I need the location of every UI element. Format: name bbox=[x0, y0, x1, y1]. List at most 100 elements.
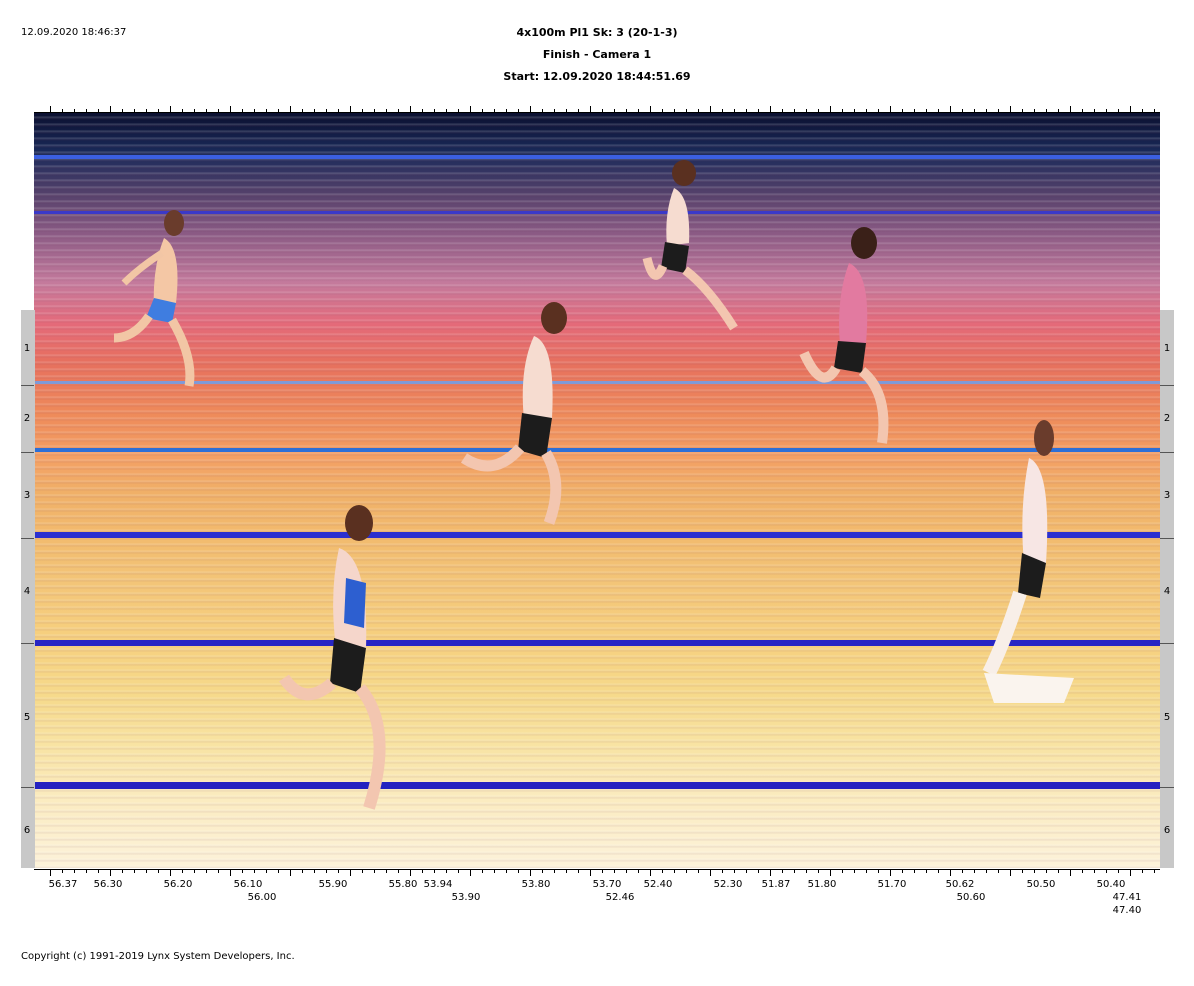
axis-tick bbox=[782, 869, 783, 873]
ruler-tick bbox=[434, 109, 435, 113]
ruler-tick bbox=[674, 109, 675, 113]
ruler-tick bbox=[494, 109, 495, 113]
axis-tick bbox=[386, 869, 387, 873]
axis-tick bbox=[326, 869, 327, 873]
axis-tick bbox=[146, 869, 147, 873]
ruler-tick bbox=[938, 109, 939, 113]
lane-line bbox=[34, 532, 1160, 538]
ruler-tick bbox=[1142, 109, 1143, 113]
ruler-tick bbox=[866, 109, 867, 113]
lane-line bbox=[34, 211, 1160, 214]
lane-number-right: 4 bbox=[1163, 586, 1171, 597]
axis-tick bbox=[482, 869, 483, 873]
time-tick-label: 52.46 bbox=[605, 892, 635, 903]
time-tick-label: 53.94 bbox=[423, 879, 453, 890]
axis-tick bbox=[758, 869, 759, 873]
ruler-tick bbox=[290, 106, 291, 113]
ruler-tick bbox=[830, 106, 831, 113]
photo-finish-image bbox=[34, 113, 1160, 868]
ruler-tick bbox=[794, 109, 795, 113]
ruler-tick bbox=[182, 109, 183, 113]
runner-silhouette bbox=[113, 210, 195, 387]
time-tick-label: 50.40 bbox=[1096, 879, 1126, 890]
ruler-tick bbox=[1094, 109, 1095, 113]
runner-silhouette bbox=[279, 505, 386, 810]
axis-tick bbox=[650, 869, 651, 876]
lane-number-right: 2 bbox=[1163, 413, 1171, 424]
ruler-tick bbox=[218, 109, 219, 113]
axis-tick bbox=[878, 869, 879, 873]
lane-number-left: 3 bbox=[23, 490, 31, 501]
axis-tick bbox=[1010, 869, 1011, 876]
ruler-tick bbox=[254, 109, 255, 113]
ruler-tick bbox=[1106, 109, 1107, 113]
axis-tick bbox=[1046, 869, 1047, 873]
ruler-tick bbox=[974, 109, 975, 113]
axis-tick bbox=[302, 869, 303, 873]
ruler-tick bbox=[890, 106, 891, 113]
ruler-tick bbox=[758, 109, 759, 113]
lane-number-left: 5 bbox=[23, 712, 31, 723]
ruler-tick bbox=[566, 109, 567, 113]
ruler-tick bbox=[206, 109, 207, 113]
lane-divider bbox=[21, 538, 34, 539]
ruler-tick bbox=[470, 106, 471, 113]
axis-tick bbox=[506, 869, 507, 873]
time-tick-label: 53.90 bbox=[451, 892, 481, 903]
time-tick-label: 51.70 bbox=[877, 879, 907, 890]
ruler-tick bbox=[350, 106, 351, 113]
ruler-tick bbox=[374, 109, 375, 113]
axis-tick bbox=[1022, 869, 1023, 873]
time-tick-label: 51.80 bbox=[807, 879, 837, 890]
axis-tick bbox=[830, 869, 831, 876]
time-tick-label: 50.60 bbox=[956, 892, 986, 903]
axis-tick bbox=[1034, 869, 1035, 873]
time-tick-label: 55.80 bbox=[388, 879, 418, 890]
time-tick-label: 53.80 bbox=[521, 879, 551, 890]
runner-silhouette bbox=[799, 227, 889, 444]
axis-tick bbox=[494, 869, 495, 873]
time-tick-label: 55.90 bbox=[318, 879, 348, 890]
ruler-tick bbox=[482, 109, 483, 113]
ruler-tick bbox=[122, 109, 123, 113]
ruler-tick bbox=[818, 109, 819, 113]
axis-tick bbox=[422, 869, 423, 873]
axis-tick bbox=[962, 869, 963, 873]
axis-tick bbox=[590, 869, 591, 876]
ruler-tick bbox=[266, 109, 267, 113]
time-tick-label: 53.70 bbox=[592, 879, 622, 890]
axis-tick bbox=[626, 869, 627, 873]
lane-divider bbox=[1160, 787, 1174, 788]
lane-divider bbox=[21, 452, 34, 453]
ruler-tick bbox=[98, 109, 99, 113]
ruler-tick bbox=[698, 109, 699, 113]
ruler-tick bbox=[518, 109, 519, 113]
runner-silhouette bbox=[982, 420, 1074, 703]
axis-tick bbox=[182, 869, 183, 873]
axis-tick bbox=[206, 869, 207, 873]
axis-tick bbox=[842, 869, 843, 873]
axis-tick bbox=[86, 869, 87, 873]
start-time: Start: 12.09.2020 18:44:51.69 bbox=[503, 70, 691, 83]
ruler-tick bbox=[914, 109, 915, 113]
ruler-tick bbox=[650, 106, 651, 113]
axis-tick bbox=[746, 869, 747, 873]
top-ruler bbox=[34, 112, 1160, 113]
ruler-tick bbox=[662, 109, 663, 113]
axis-tick bbox=[698, 869, 699, 873]
ruler-tick bbox=[734, 109, 735, 113]
lane-number-left: 6 bbox=[23, 825, 31, 836]
axis-tick bbox=[314, 869, 315, 873]
ruler-tick bbox=[410, 106, 411, 113]
runner-silhouette bbox=[642, 160, 738, 331]
ruler-tick bbox=[50, 106, 51, 113]
axis-tick bbox=[50, 869, 51, 876]
time-tick-label: 56.00 bbox=[247, 892, 277, 903]
axis-tick bbox=[434, 869, 435, 873]
lane-divider bbox=[21, 385, 34, 386]
print-timestamp: 12.09.2020 18:46:37 bbox=[21, 27, 127, 38]
axis-tick bbox=[170, 869, 171, 876]
lane-number-right: 3 bbox=[1163, 490, 1171, 501]
ruler-tick bbox=[1130, 106, 1131, 113]
axis-tick bbox=[1058, 869, 1059, 873]
